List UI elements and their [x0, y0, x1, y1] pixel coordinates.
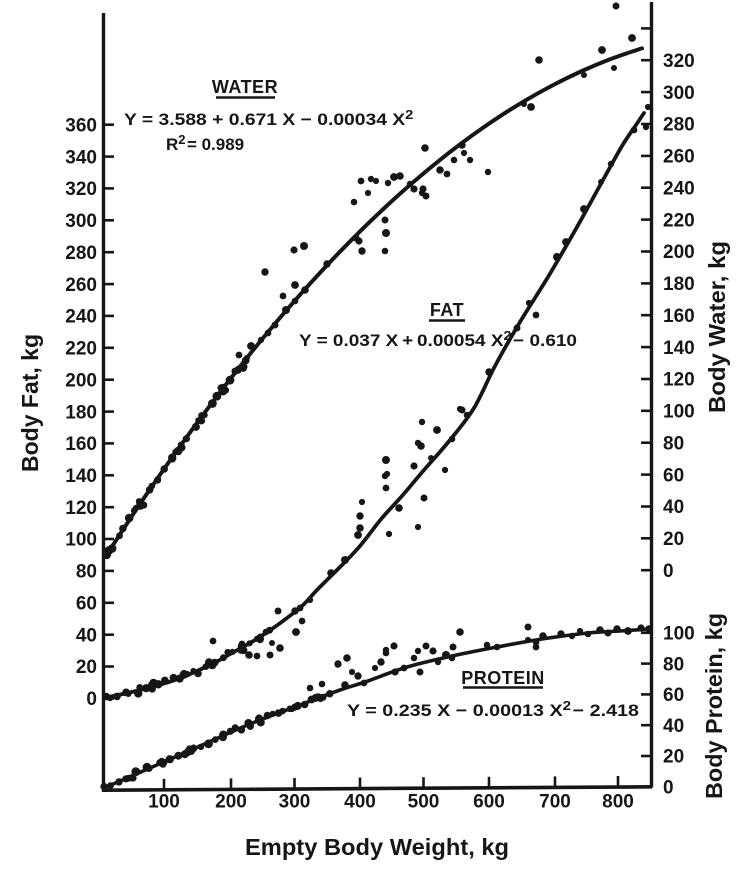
svg-text:300: 300 — [663, 83, 695, 104]
svg-text:320: 320 — [663, 51, 695, 72]
svg-text:80: 80 — [663, 654, 684, 675]
svg-text:0: 0 — [663, 561, 674, 582]
svg-text:140: 140 — [663, 338, 695, 359]
svg-text:260: 260 — [65, 275, 97, 296]
svg-text:100: 100 — [148, 792, 180, 813]
svg-text:0: 0 — [663, 778, 674, 799]
svg-text:Empty Body Weight, kg: Empty Body Weight, kg — [245, 834, 509, 860]
svg-text:700: 700 — [539, 792, 571, 813]
svg-text:20: 20 — [663, 747, 684, 768]
svg-text:800: 800 — [602, 792, 634, 813]
svg-text:FAT: FAT — [430, 300, 464, 320]
svg-text:Body Water, kg: Body Water, kg — [704, 241, 730, 413]
svg-text:Y = 0.235 X − 0.00013 X2 − 2.: Y = 0.235 X − 0.00013 X2 − 2.418 — [347, 698, 639, 720]
svg-text:40: 40 — [663, 716, 684, 737]
svg-text:200: 200 — [215, 792, 247, 813]
svg-text:R2 = 0.989: R2 = 0.989 — [166, 132, 244, 154]
svg-text:100: 100 — [663, 624, 695, 645]
svg-text:40: 40 — [76, 625, 97, 646]
svg-text:WATER: WATER — [212, 77, 278, 97]
svg-text:0: 0 — [86, 689, 97, 710]
svg-text:Body Protein, kg: Body Protein, kg — [701, 613, 727, 799]
svg-text:340: 340 — [65, 147, 97, 168]
svg-text:240: 240 — [663, 178, 695, 199]
svg-text:180: 180 — [663, 274, 695, 295]
svg-text:Y = 0.037 X + 0.00054 X2 − 0.6: Y = 0.037 X + 0.00054 X2 − 0.610 — [299, 328, 577, 350]
svg-text:80: 80 — [663, 433, 684, 454]
svg-text:40: 40 — [663, 497, 684, 518]
svg-text:60: 60 — [663, 685, 684, 706]
svg-text:120: 120 — [65, 498, 97, 519]
svg-text:200: 200 — [663, 242, 695, 263]
svg-text:160: 160 — [663, 306, 695, 327]
svg-text:80: 80 — [76, 562, 97, 583]
svg-text:180: 180 — [65, 402, 97, 423]
svg-text:300: 300 — [279, 792, 311, 813]
svg-text:PROTEIN: PROTEIN — [461, 668, 545, 688]
svg-text:220: 220 — [65, 339, 97, 360]
svg-text:140: 140 — [65, 466, 97, 487]
svg-text:60: 60 — [663, 465, 684, 486]
svg-text:Y = 3.588 + 0.671 X − 0.00034: Y = 3.588 + 0.671 X − 0.00034 X2 — [124, 107, 415, 129]
svg-text:160: 160 — [65, 434, 97, 455]
svg-text:120: 120 — [663, 370, 695, 391]
svg-text:300: 300 — [65, 211, 97, 232]
svg-text:60: 60 — [76, 594, 97, 615]
svg-text:220: 220 — [663, 210, 695, 231]
svg-text:200: 200 — [65, 370, 97, 391]
svg-text:400: 400 — [344, 792, 376, 813]
svg-text:280: 280 — [663, 115, 695, 136]
svg-text:600: 600 — [473, 792, 505, 813]
svg-text:100: 100 — [65, 530, 97, 551]
svg-text:260: 260 — [663, 147, 695, 168]
svg-text:20: 20 — [76, 657, 97, 678]
svg-text:Body Fat, kg: Body Fat, kg — [17, 334, 43, 472]
svg-text:320: 320 — [65, 179, 97, 200]
svg-text:100: 100 — [663, 402, 695, 423]
svg-text:500: 500 — [408, 792, 440, 813]
svg-text:240: 240 — [65, 307, 97, 328]
svg-text:280: 280 — [65, 243, 97, 264]
svg-text:20: 20 — [663, 529, 684, 550]
svg-text:360: 360 — [65, 115, 97, 136]
